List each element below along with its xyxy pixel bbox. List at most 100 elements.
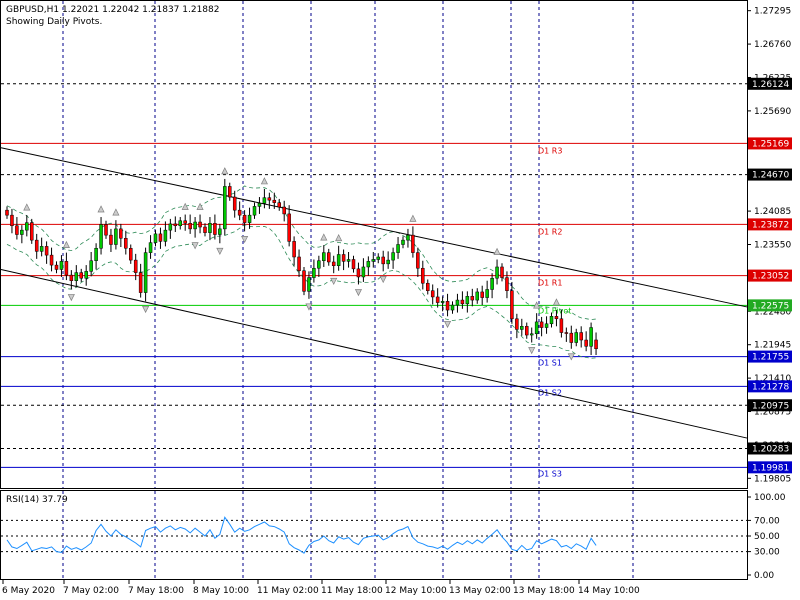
candle-body: [307, 277, 311, 292]
candle-body: [327, 252, 331, 263]
candle-body: [341, 254, 346, 262]
price-box-label: 1.21278: [752, 382, 789, 392]
candle-body: [574, 332, 578, 343]
candle-body: [430, 290, 435, 298]
fractal-up-icon: [320, 233, 328, 241]
envelope-lower: [6, 224, 597, 359]
rsi-tick-label: 0.00: [754, 571, 774, 581]
rsi-tick-label: 30.00: [754, 548, 780, 558]
price-box-label: 1.24670: [752, 171, 789, 181]
candle-body: [213, 223, 217, 235]
candle-body: [247, 214, 252, 223]
candle-body: [381, 256, 385, 265]
candle-body: [30, 222, 34, 241]
candle-body: [406, 234, 410, 241]
time-tick-label: 6 May 2020: [2, 586, 55, 596]
fractal-down-icon: [354, 289, 363, 297]
candle-body: [426, 282, 430, 291]
candle-body: [114, 228, 118, 245]
price-tick-label: 1.20875: [754, 408, 791, 418]
candle-body: [69, 274, 74, 281]
candle-body: [549, 316, 554, 325]
time-tick-label: 14 May 10:00: [578, 586, 640, 596]
fractal-up-icon: [97, 205, 105, 213]
rsi-label: RSI(14) 37.79: [6, 495, 68, 505]
candle-body: [15, 225, 19, 235]
fractal-down-icon: [241, 236, 249, 244]
candle-body: [589, 327, 593, 347]
candle-body: [79, 272, 83, 279]
candle-body: [346, 259, 351, 262]
price-box-label: 1.25169: [752, 139, 789, 149]
candle-body: [292, 241, 296, 258]
time-axis: 6 May 2020 7 May 02:00 7 May 18:00 8 May 10…: [2, 580, 640, 596]
pivot-label: D1 R1: [538, 279, 562, 288]
time-tick-label: 13 May 18:00: [513, 586, 575, 596]
pivot-label: D1 S3: [538, 469, 562, 478]
candle-body: [242, 214, 247, 223]
candle-body: [183, 220, 187, 224]
price-box-label: 1.20283: [752, 444, 789, 454]
candle-body: [554, 316, 559, 320]
fractal-up-icon: [221, 167, 229, 175]
time-tick-label: 7 May 18:00: [128, 586, 184, 596]
candle-body: [544, 323, 549, 328]
candle-body: [421, 267, 425, 284]
candle-body: [460, 299, 465, 305]
candle-body: [475, 291, 479, 301]
pivot-levels: D1 R3 D1 R2 D1 R1 D1 Pivot D1 S1 D1 S2 D1 S3: [1, 83, 747, 478]
candle-body: [356, 268, 361, 278]
candle-body: [203, 226, 207, 233]
candle-body: [525, 326, 529, 336]
pivot-label: D1 Pivot: [538, 306, 571, 315]
candle-body: [99, 224, 103, 249]
fractal-down-icon: [567, 353, 575, 361]
fractal-up-icon: [335, 233, 343, 242]
candle-body: [331, 261, 336, 266]
price-box: [748, 399, 792, 412]
candle-body: [376, 256, 380, 260]
candle-body: [520, 326, 524, 330]
candle-body: [272, 199, 277, 203]
price-box-label: 1.19981: [752, 463, 789, 473]
price-box: [748, 442, 792, 455]
candle-body: [539, 321, 544, 328]
candle-body: [282, 206, 286, 215]
fractal-up-icon: [23, 203, 31, 211]
candle-body: [34, 239, 39, 252]
candle-body: [64, 261, 69, 276]
candle-body: [168, 223, 173, 231]
candle-body: [322, 252, 326, 261]
candle-body: [104, 224, 108, 236]
price-box-label: 1.22575: [752, 301, 789, 311]
candle-body: [455, 299, 460, 306]
candle-body: [237, 209, 242, 216]
price-box: [748, 299, 792, 312]
candle-body: [336, 254, 341, 266]
candle-body: [277, 202, 281, 208]
time-tick-label: 7 May 02:00: [63, 586, 119, 596]
rsi-tick-label: 50.00: [754, 532, 780, 542]
candle-body: [594, 339, 598, 350]
candle-body: [59, 261, 64, 270]
candle-body: [584, 339, 588, 347]
candle-body: [534, 321, 539, 335]
candle-body: [109, 234, 113, 245]
fractal-down-icon: [528, 347, 536, 355]
candle-body: [579, 332, 583, 341]
candle-body: [188, 223, 192, 230]
candle-body: [49, 254, 54, 266]
symbol-info: GBPUSD,H1 1.22021 1.22042 1.21837 1.2188…: [6, 5, 219, 15]
pivot-label: D1 R2: [538, 227, 562, 236]
candle-body: [435, 296, 440, 303]
price-box-label: 1.20975: [752, 401, 789, 411]
candle-body: [317, 260, 321, 269]
pivot-label: D1 S1: [538, 359, 562, 368]
candle-body: [505, 277, 509, 291]
candle-body: [480, 291, 484, 298]
candle-body: [470, 296, 475, 301]
price-box: [748, 77, 792, 90]
candle-body: [228, 186, 232, 198]
candle-body: [297, 256, 301, 271]
